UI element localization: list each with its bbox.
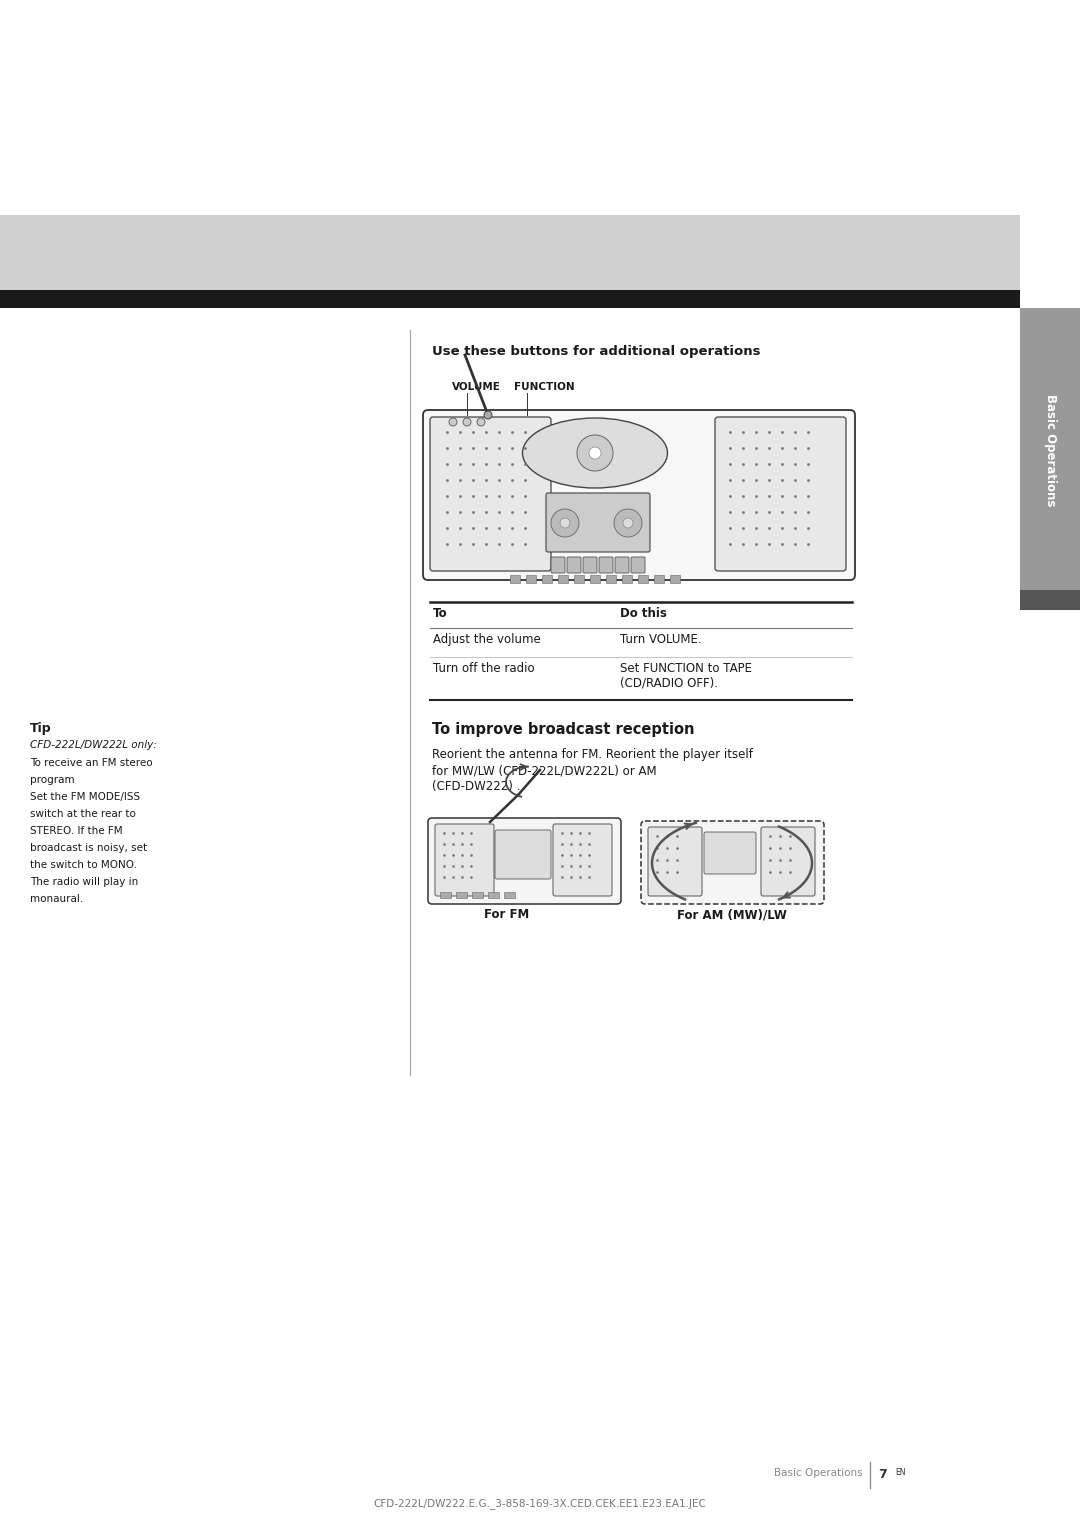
Bar xyxy=(573,575,584,584)
Text: Reorient the antenna for FM. Reorient the player itself: Reorient the antenna for FM. Reorient th… xyxy=(432,749,753,761)
Text: Adjust the volume: Adjust the volume xyxy=(433,633,541,646)
FancyBboxPatch shape xyxy=(567,558,581,573)
Circle shape xyxy=(484,411,492,419)
Bar xyxy=(488,892,499,898)
Bar xyxy=(510,575,519,584)
FancyBboxPatch shape xyxy=(551,558,565,573)
Text: switch at the rear to: switch at the rear to xyxy=(30,808,136,819)
Text: The radio will play in: The radio will play in xyxy=(30,877,138,886)
Bar xyxy=(526,575,536,584)
Text: the switch to MONO.: the switch to MONO. xyxy=(30,860,137,869)
Text: VOLUME: VOLUME xyxy=(453,382,501,393)
Circle shape xyxy=(615,509,642,536)
Text: for MW/LW (CFD-222L/DW222L) or AM: for MW/LW (CFD-222L/DW222L) or AM xyxy=(432,764,657,778)
Bar xyxy=(472,892,483,898)
Text: To: To xyxy=(433,607,447,620)
Circle shape xyxy=(463,419,471,426)
Text: 7: 7 xyxy=(878,1468,887,1481)
Circle shape xyxy=(477,419,485,426)
Bar xyxy=(456,892,467,898)
Bar xyxy=(622,575,632,584)
Text: Set the FM MODE/ISS: Set the FM MODE/ISS xyxy=(30,792,140,802)
Bar xyxy=(504,892,515,898)
FancyBboxPatch shape xyxy=(553,824,612,895)
Bar xyxy=(670,575,680,584)
Circle shape xyxy=(577,435,613,471)
Text: To improve broadcast reception: To improve broadcast reception xyxy=(432,723,694,736)
Text: Basic Operations: Basic Operations xyxy=(1043,394,1056,506)
Circle shape xyxy=(449,419,457,426)
Bar xyxy=(440,892,451,898)
Bar xyxy=(1020,590,1080,610)
Text: Use these buttons for additional operations: Use these buttons for additional operati… xyxy=(432,345,760,358)
Text: CFD-222L/DW222L only:: CFD-222L/DW222L only: xyxy=(30,740,157,750)
FancyBboxPatch shape xyxy=(599,558,613,573)
Text: STEREO. If the FM: STEREO. If the FM xyxy=(30,827,123,836)
Text: FUNCTION: FUNCTION xyxy=(514,382,575,393)
FancyBboxPatch shape xyxy=(583,558,597,573)
FancyBboxPatch shape xyxy=(546,494,650,552)
Text: monaural.: monaural. xyxy=(30,894,83,905)
Text: program: program xyxy=(30,775,75,785)
FancyBboxPatch shape xyxy=(631,558,645,573)
Bar xyxy=(558,575,568,584)
Text: Do this: Do this xyxy=(620,607,666,620)
FancyBboxPatch shape xyxy=(435,824,494,895)
Text: CFD-222L/DW222.E.G._3-858-169-3X.CED.CEK.EE1.E23.EA1.JEC: CFD-222L/DW222.E.G._3-858-169-3X.CED.CEK… xyxy=(374,1497,706,1510)
Circle shape xyxy=(589,448,600,458)
FancyBboxPatch shape xyxy=(648,827,702,895)
Text: For AM (MW)/LW: For AM (MW)/LW xyxy=(677,908,787,921)
Bar xyxy=(542,575,552,584)
FancyBboxPatch shape xyxy=(428,817,621,905)
Bar xyxy=(654,575,664,584)
FancyBboxPatch shape xyxy=(642,821,824,905)
FancyBboxPatch shape xyxy=(715,417,846,571)
Circle shape xyxy=(623,518,633,529)
FancyBboxPatch shape xyxy=(495,830,551,879)
Text: Tip: Tip xyxy=(30,723,52,735)
Text: For FM: For FM xyxy=(484,908,529,921)
Text: To receive an FM stereo: To receive an FM stereo xyxy=(30,758,152,769)
Circle shape xyxy=(561,518,570,529)
Bar xyxy=(606,575,616,584)
FancyBboxPatch shape xyxy=(615,558,629,573)
Bar xyxy=(0,215,1020,290)
Text: Turn VOLUME.: Turn VOLUME. xyxy=(620,633,702,646)
Text: (CFD-DW222) .: (CFD-DW222) . xyxy=(432,779,521,793)
Ellipse shape xyxy=(523,419,667,487)
Bar xyxy=(0,290,1020,309)
FancyBboxPatch shape xyxy=(704,833,756,874)
FancyBboxPatch shape xyxy=(761,827,815,895)
Text: Set FUNCTION to TAPE: Set FUNCTION to TAPE xyxy=(620,662,752,675)
Bar xyxy=(1020,309,1080,590)
Bar xyxy=(638,575,648,584)
Bar xyxy=(590,575,600,584)
Text: Turn off the radio: Turn off the radio xyxy=(433,662,535,675)
FancyBboxPatch shape xyxy=(430,417,551,571)
Text: Basic Operations: Basic Operations xyxy=(774,1468,863,1478)
FancyBboxPatch shape xyxy=(423,410,855,581)
Text: (CD/RADIO OFF).: (CD/RADIO OFF). xyxy=(620,677,718,691)
Text: broadcast is noisy, set: broadcast is noisy, set xyxy=(30,843,147,853)
Circle shape xyxy=(551,509,579,536)
Text: EN: EN xyxy=(895,1468,905,1478)
